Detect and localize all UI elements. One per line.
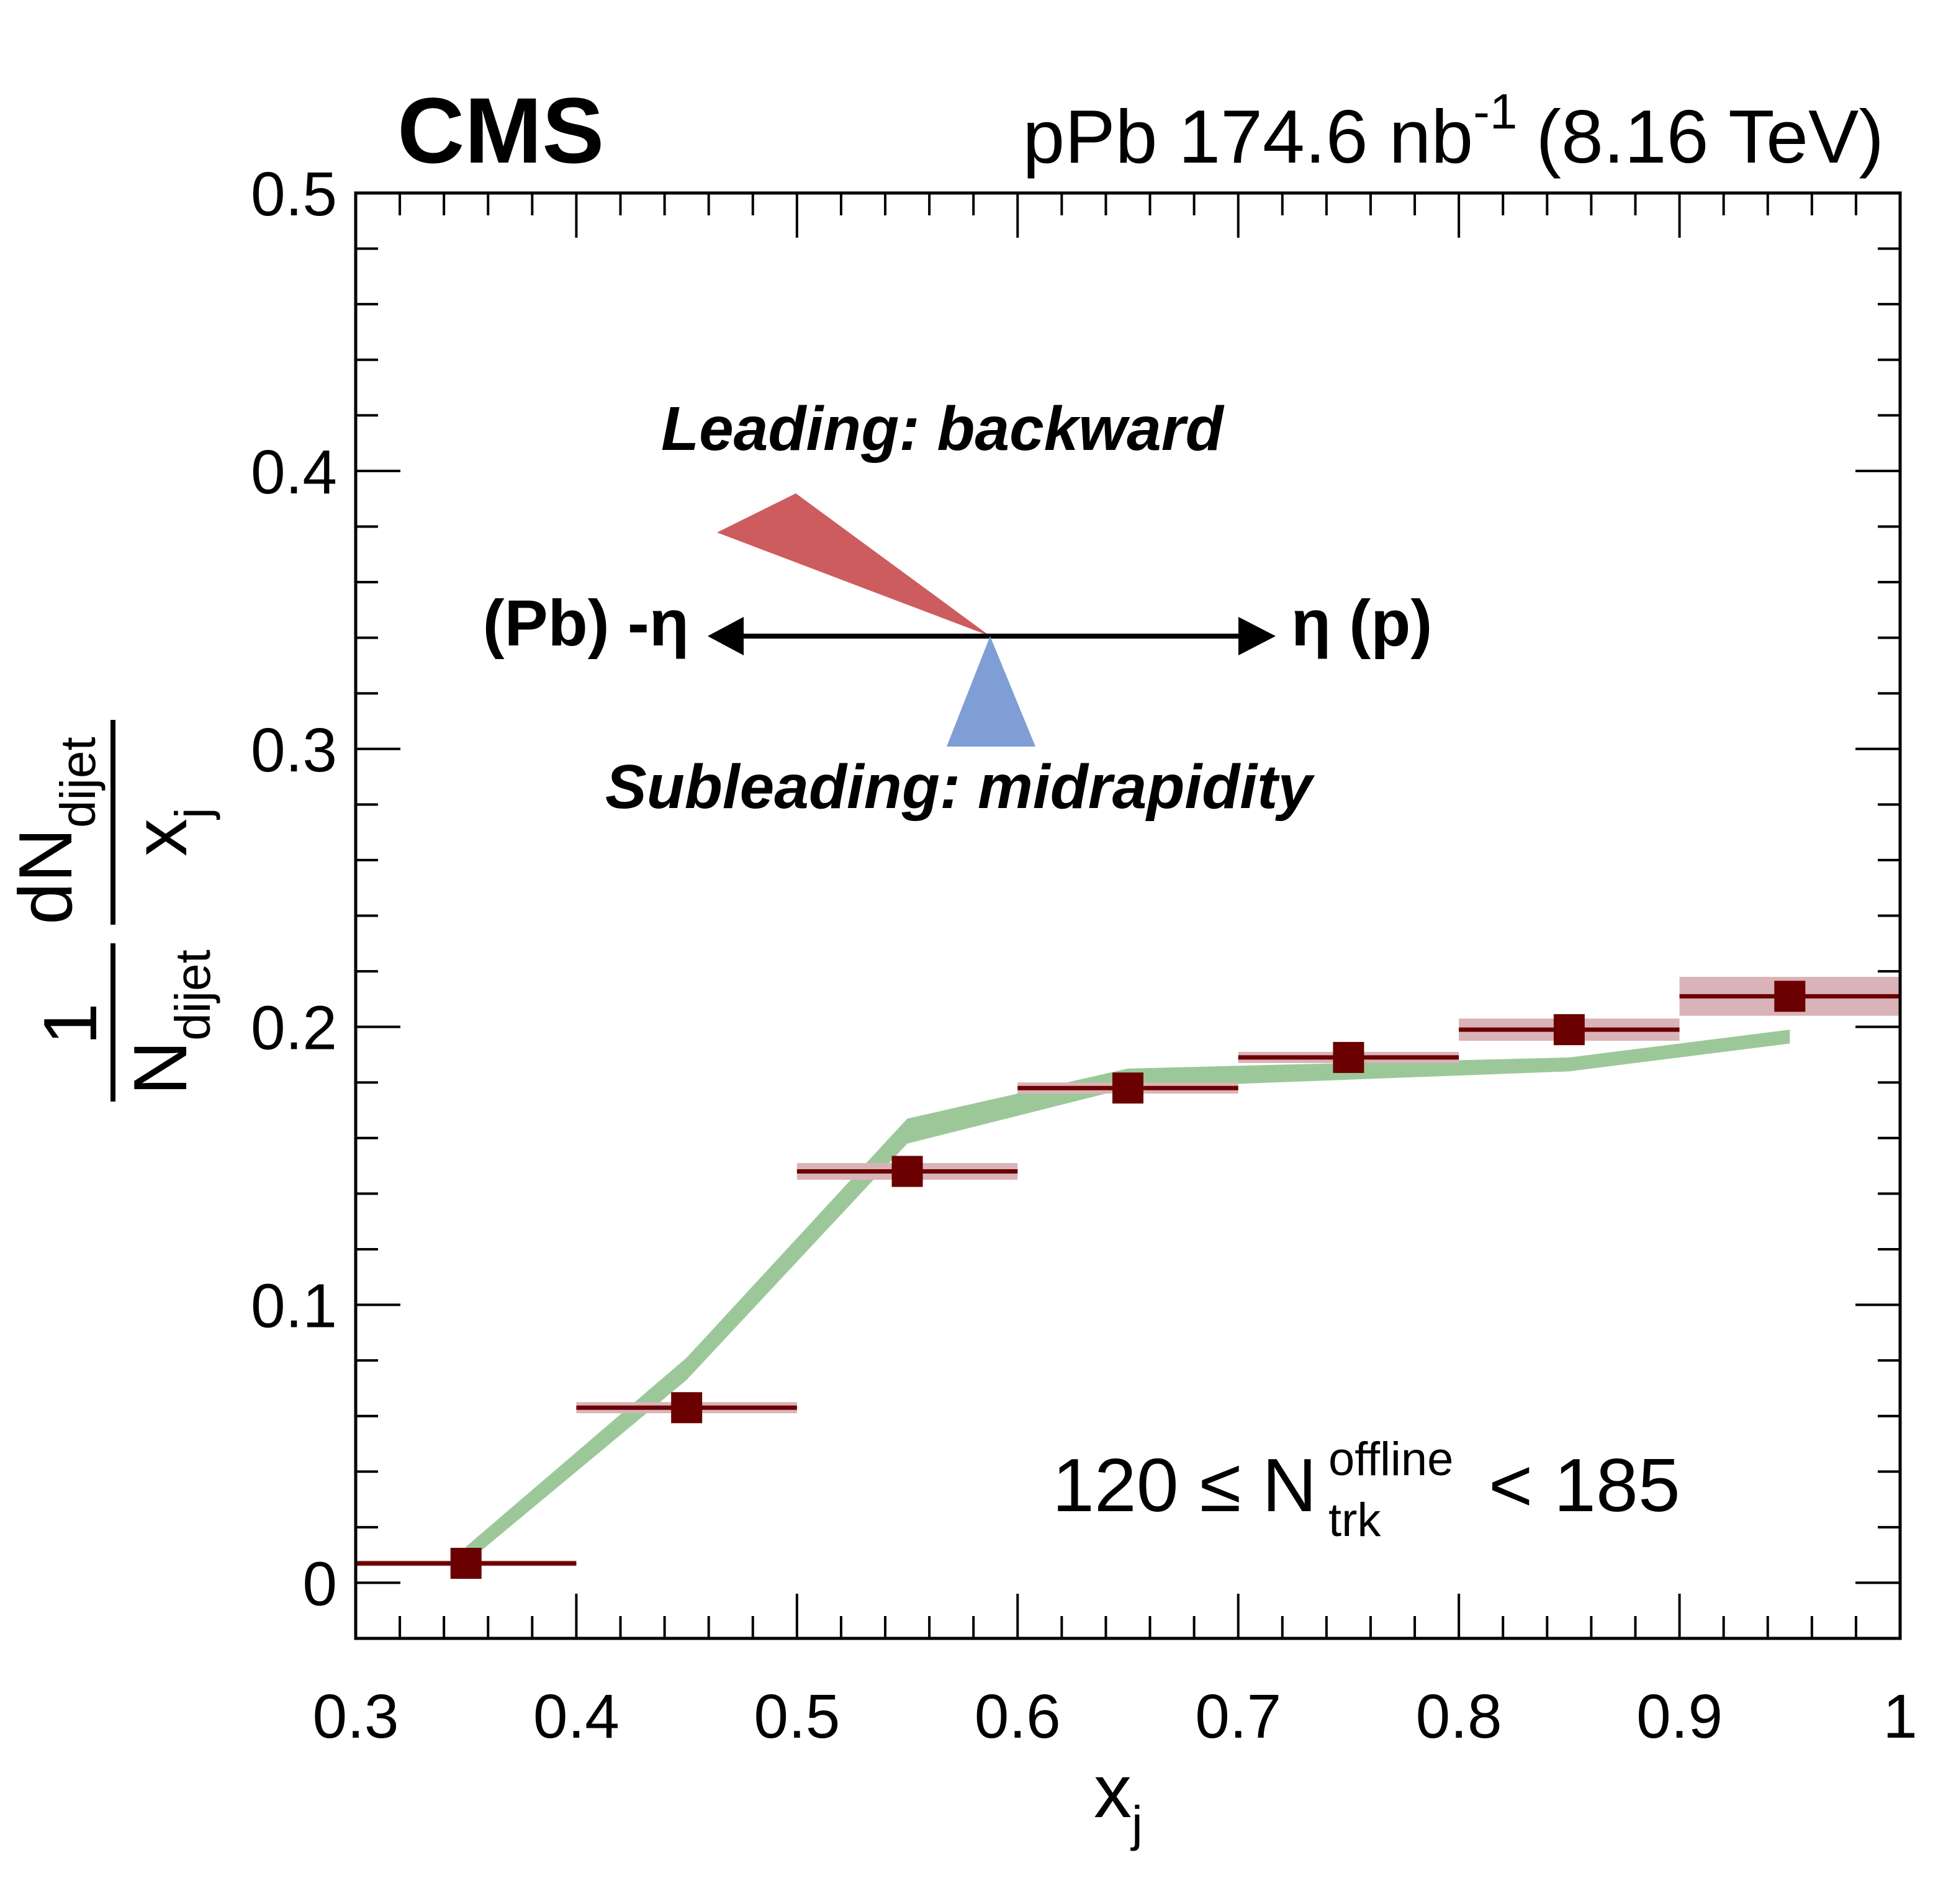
lumi-label: pPb 174.6 nb-1 (8.16 TeV): [1022, 84, 1884, 179]
lumi-prefix: pPb 174.6 nb: [1022, 94, 1473, 179]
leading-jet-cone: [717, 493, 990, 636]
arrow-right-head: [1238, 617, 1276, 655]
data-point-1: [671, 1392, 703, 1424]
arrow-left-head: [708, 617, 744, 655]
y-tick-label-3: 0.3: [251, 716, 337, 785]
axis-ticks: [354, 192, 1901, 1640]
y-label-dN: dN: [3, 828, 88, 925]
y-tick-label-4: 0.4: [251, 438, 337, 507]
y-label-dN-sub: dijet: [50, 737, 106, 828]
data-point-6: [1774, 981, 1806, 1012]
subleading-label: Subleading: midrapidity: [605, 752, 1315, 822]
y-label-frac1-numerator: 1: [28, 1003, 112, 1045]
x-tick-label-6: 0.9: [1636, 1682, 1723, 1751]
x-tick-label-7: 1: [1883, 1682, 1918, 1751]
y-label-frac1-denominator: Ndijet: [118, 950, 220, 1095]
x-tick-label-1: 0.4: [533, 1682, 620, 1751]
y-label-N: N: [118, 1041, 202, 1095]
multiplicity-suffix: < 185: [1489, 1443, 1680, 1527]
data-point-4: [1333, 1041, 1364, 1073]
left-direction-label: (Pb) -η: [483, 587, 689, 660]
x-tick-label-3: 0.6: [975, 1682, 1061, 1751]
x-tick-label-2: 0.5: [754, 1682, 840, 1751]
y-tick-label-5: 0.5: [251, 159, 337, 229]
data-point-0: [450, 1548, 482, 1579]
experiment-label: CMS: [397, 78, 604, 182]
leading-label: Leading: backward: [661, 394, 1225, 464]
multiplicity-label: 120 ≤ N: [1052, 1443, 1317, 1527]
data-point-3: [1112, 1072, 1143, 1104]
subleading-jet-cone: [947, 636, 1035, 747]
x-tick-label-0: 0.3: [312, 1682, 399, 1751]
y-tick-labels: 0 0.1 0.2 0.3 0.4 0.5: [251, 159, 337, 1619]
multiplicity-sub: trk: [1328, 1494, 1381, 1547]
x-axis-label-sub: j: [1130, 1796, 1143, 1851]
right-direction-label: η (p): [1291, 587, 1432, 660]
x-axis-label: xj: [1094, 1749, 1143, 1851]
x-tick-labels: 0.3 0.4 0.5 0.6 0.7 0.8 0.9 1: [312, 1682, 1917, 1751]
y-label-frac2-numerator: dNdijet: [3, 737, 106, 925]
x-axis-label-main: x: [1094, 1749, 1132, 1833]
y-label-N-sub: dijet: [165, 950, 220, 1041]
multiplicity-sup: offline: [1328, 1433, 1453, 1486]
lumi-exponent: -1: [1473, 84, 1517, 139]
y-label-frac2-denominator: xj: [118, 807, 220, 856]
y-label-x-sub: j: [165, 807, 220, 820]
data-point-2: [891, 1156, 923, 1187]
y-axis-label: 1 Ndijet dNdijet xj: [3, 720, 220, 1102]
y-label-x: x: [118, 819, 202, 856]
multiplicity-prefix: 120 ≤ N: [1052, 1443, 1317, 1527]
x-tick-label-5: 0.8: [1416, 1682, 1502, 1751]
y-tick-label-1: 0.1: [251, 1272, 337, 1341]
x-tick-label-4: 0.7: [1195, 1682, 1281, 1751]
data-points-layer: [356, 981, 1900, 1579]
energy-label: (8.16 TeV): [1536, 94, 1884, 179]
y-tick-label-2: 0.2: [251, 994, 337, 1063]
y-tick-label-0: 0: [302, 1549, 337, 1619]
data-point-5: [1553, 1014, 1585, 1046]
